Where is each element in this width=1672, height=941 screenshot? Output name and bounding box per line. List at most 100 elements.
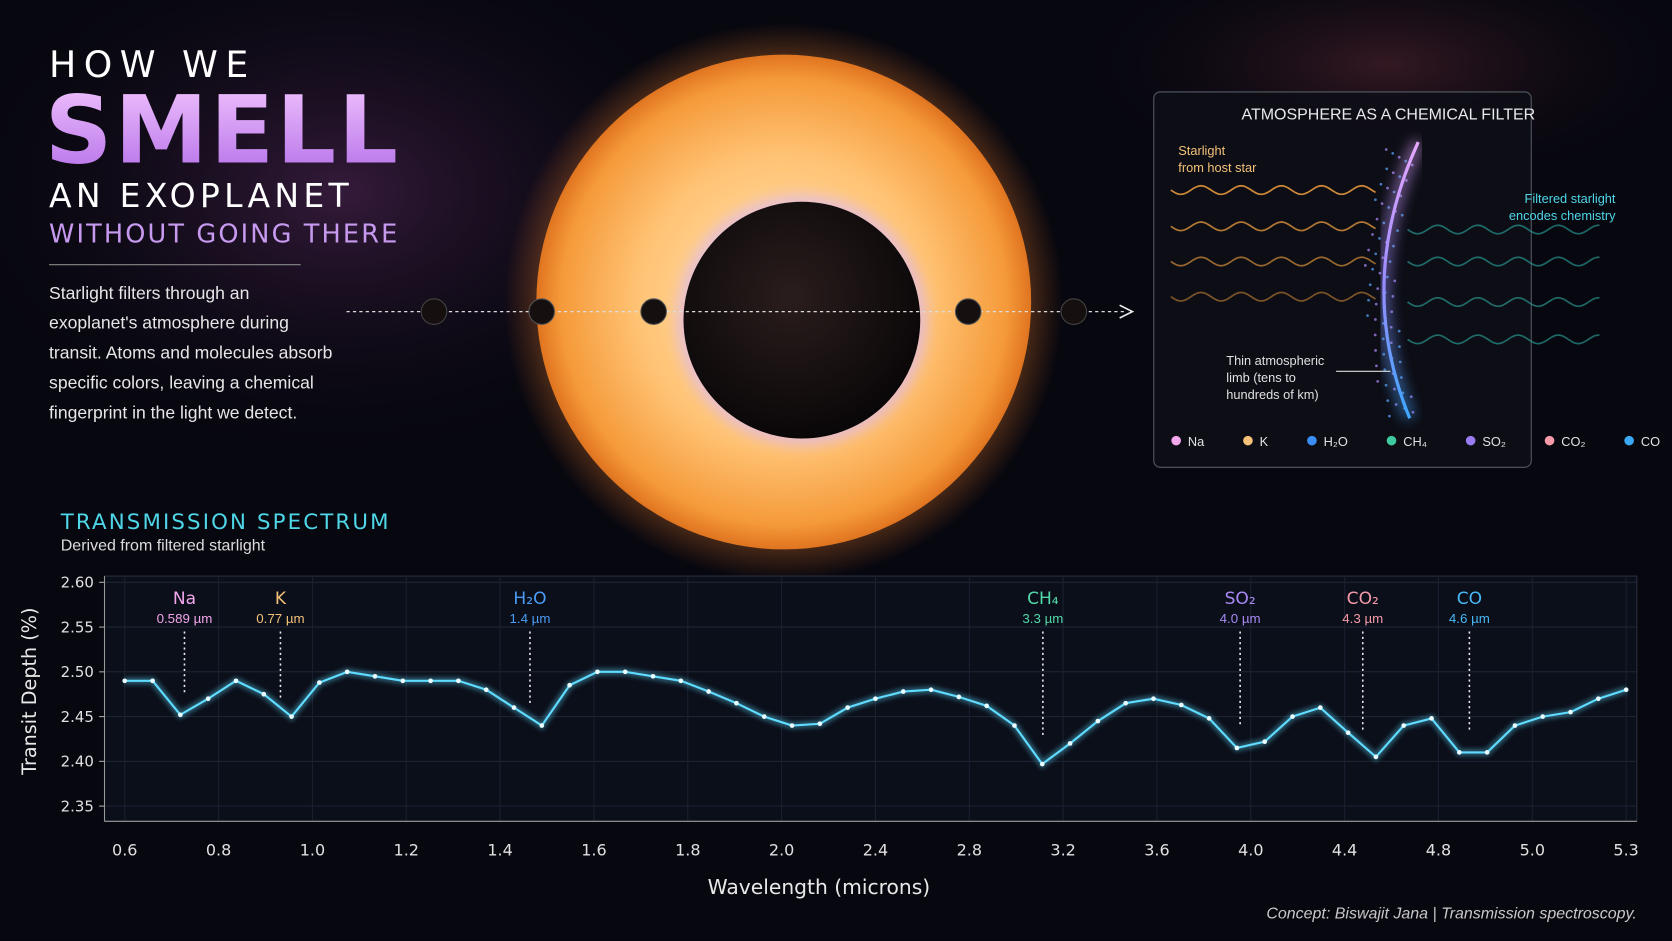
x-tick-label: 2.4: [863, 840, 888, 859]
y-axis-label: Transit Depth (%): [18, 608, 41, 776]
wave: [1407, 334, 1600, 345]
legend-swatch: [1465, 435, 1476, 446]
annotation-note: 0.589 µm: [157, 611, 213, 626]
data-point: [595, 669, 600, 675]
particle: [1386, 186, 1389, 190]
x-tick-label: 1.0: [300, 840, 325, 859]
limb: [1382, 141, 1420, 419]
data-point: [928, 687, 934, 693]
data-point: [845, 705, 850, 710]
particle: [1397, 329, 1401, 333]
data-point: [344, 669, 350, 675]
x-tick-label: 1.4: [487, 840, 512, 859]
data-point: [984, 703, 990, 709]
wave: [1170, 256, 1377, 267]
title-line: HOW WE: [49, 43, 256, 86]
data-point: [650, 673, 656, 679]
data-point: [567, 682, 572, 688]
data-point: [1012, 723, 1017, 728]
data-point: [1456, 750, 1462, 755]
inset-label: Thin atmospheric: [1226, 353, 1325, 368]
particle: [1391, 152, 1395, 155]
annotation-note: 1.4 µm: [509, 611, 550, 626]
inset-label: encodes chemistry: [1509, 208, 1616, 223]
particle: [1394, 403, 1398, 406]
transit-planet: [528, 298, 556, 325]
data-point: [1206, 716, 1212, 721]
data-point: [233, 678, 239, 684]
particle: [1384, 383, 1388, 387]
x-tick-label: 1.8: [675, 840, 700, 859]
data-point: [1317, 705, 1323, 710]
particle: [1409, 395, 1413, 399]
annotation-label: CH₄: [1027, 589, 1059, 609]
legend-swatch: [1386, 435, 1397, 446]
data-point: [1151, 696, 1156, 702]
particle: [1375, 364, 1378, 368]
particle: [1391, 171, 1395, 175]
data-point: [1512, 723, 1518, 728]
data-point: [317, 680, 322, 685]
inset-label: Starlight: [1178, 143, 1225, 158]
description-line: specific colors, leaving a chemical: [49, 372, 314, 392]
data-point: [456, 678, 461, 684]
x-tick-label: 4.4: [1332, 840, 1357, 859]
inset-label: from host star: [1178, 160, 1257, 175]
legend: Na K H₂O CH₄ SO₂ CO₂ CO: [1171, 434, 1660, 449]
data-point: [539, 723, 545, 728]
transit-planet: [420, 298, 448, 325]
data-point: [817, 721, 823, 727]
particle: [1383, 368, 1387, 372]
data-point: [761, 714, 767, 719]
x-tick-label: 0.6: [112, 840, 137, 859]
y-tick-label: 2.40: [61, 753, 94, 771]
particle: [1371, 233, 1374, 236]
legend-label: K: [1260, 434, 1269, 449]
particle: [1366, 314, 1369, 318]
legend-label: CO₂: [1561, 434, 1585, 449]
data-point: [205, 696, 211, 702]
data-point: [789, 723, 795, 728]
data-point: [1540, 714, 1546, 719]
chart-subtitle: Derived from filtered starlight: [61, 537, 266, 554]
transit-arrow: [1119, 304, 1135, 319]
description-line: transit. Atoms and molecules absorb: [49, 343, 333, 363]
inset-panel: [1153, 91, 1532, 468]
x-tick-label: 1.6: [581, 840, 606, 859]
data-point: [1623, 687, 1629, 693]
x-tick-label: 2.0: [769, 840, 794, 859]
x-tick-label: 3.6: [1144, 840, 1169, 859]
particle: [1391, 294, 1395, 298]
x-tick-label: 1.2: [394, 840, 419, 859]
particle: [1363, 264, 1367, 267]
y-tick-label: 2.55: [61, 618, 94, 636]
y-tick-label: 2.50: [61, 663, 94, 681]
x-tick-label: 5.3: [1613, 840, 1638, 859]
particle: [1385, 167, 1389, 171]
particle: [1374, 318, 1377, 321]
x-axis-label: Wavelength (microns): [708, 875, 931, 899]
data-point: [1595, 696, 1601, 702]
wave: [1170, 291, 1377, 302]
data-point: [1429, 716, 1434, 721]
legend-label: SO₂: [1482, 434, 1505, 449]
data-point: [511, 705, 517, 710]
particle: [1388, 414, 1391, 418]
wave: [1407, 256, 1600, 267]
credit: Concept: Biswajit Jana | Transmission sp…: [1266, 905, 1636, 922]
x-tick-label: 4.0: [1238, 840, 1263, 859]
y-tick-label: 2.60: [61, 574, 94, 592]
data-point: [873, 696, 878, 702]
x-tick-label: 0.8: [206, 840, 231, 859]
x-tick-label: 2.8: [957, 840, 982, 859]
data-point: [428, 678, 433, 684]
annotation-note: 4.3 µm: [1342, 611, 1383, 626]
data-point: [1345, 730, 1351, 736]
annotation-label: SO₂: [1225, 589, 1256, 609]
legend-swatch: [1624, 435, 1634, 446]
legend-swatch: [1243, 435, 1253, 446]
description: Starlight filters through an exoplanet's …: [49, 283, 333, 422]
wave: [1170, 184, 1377, 196]
